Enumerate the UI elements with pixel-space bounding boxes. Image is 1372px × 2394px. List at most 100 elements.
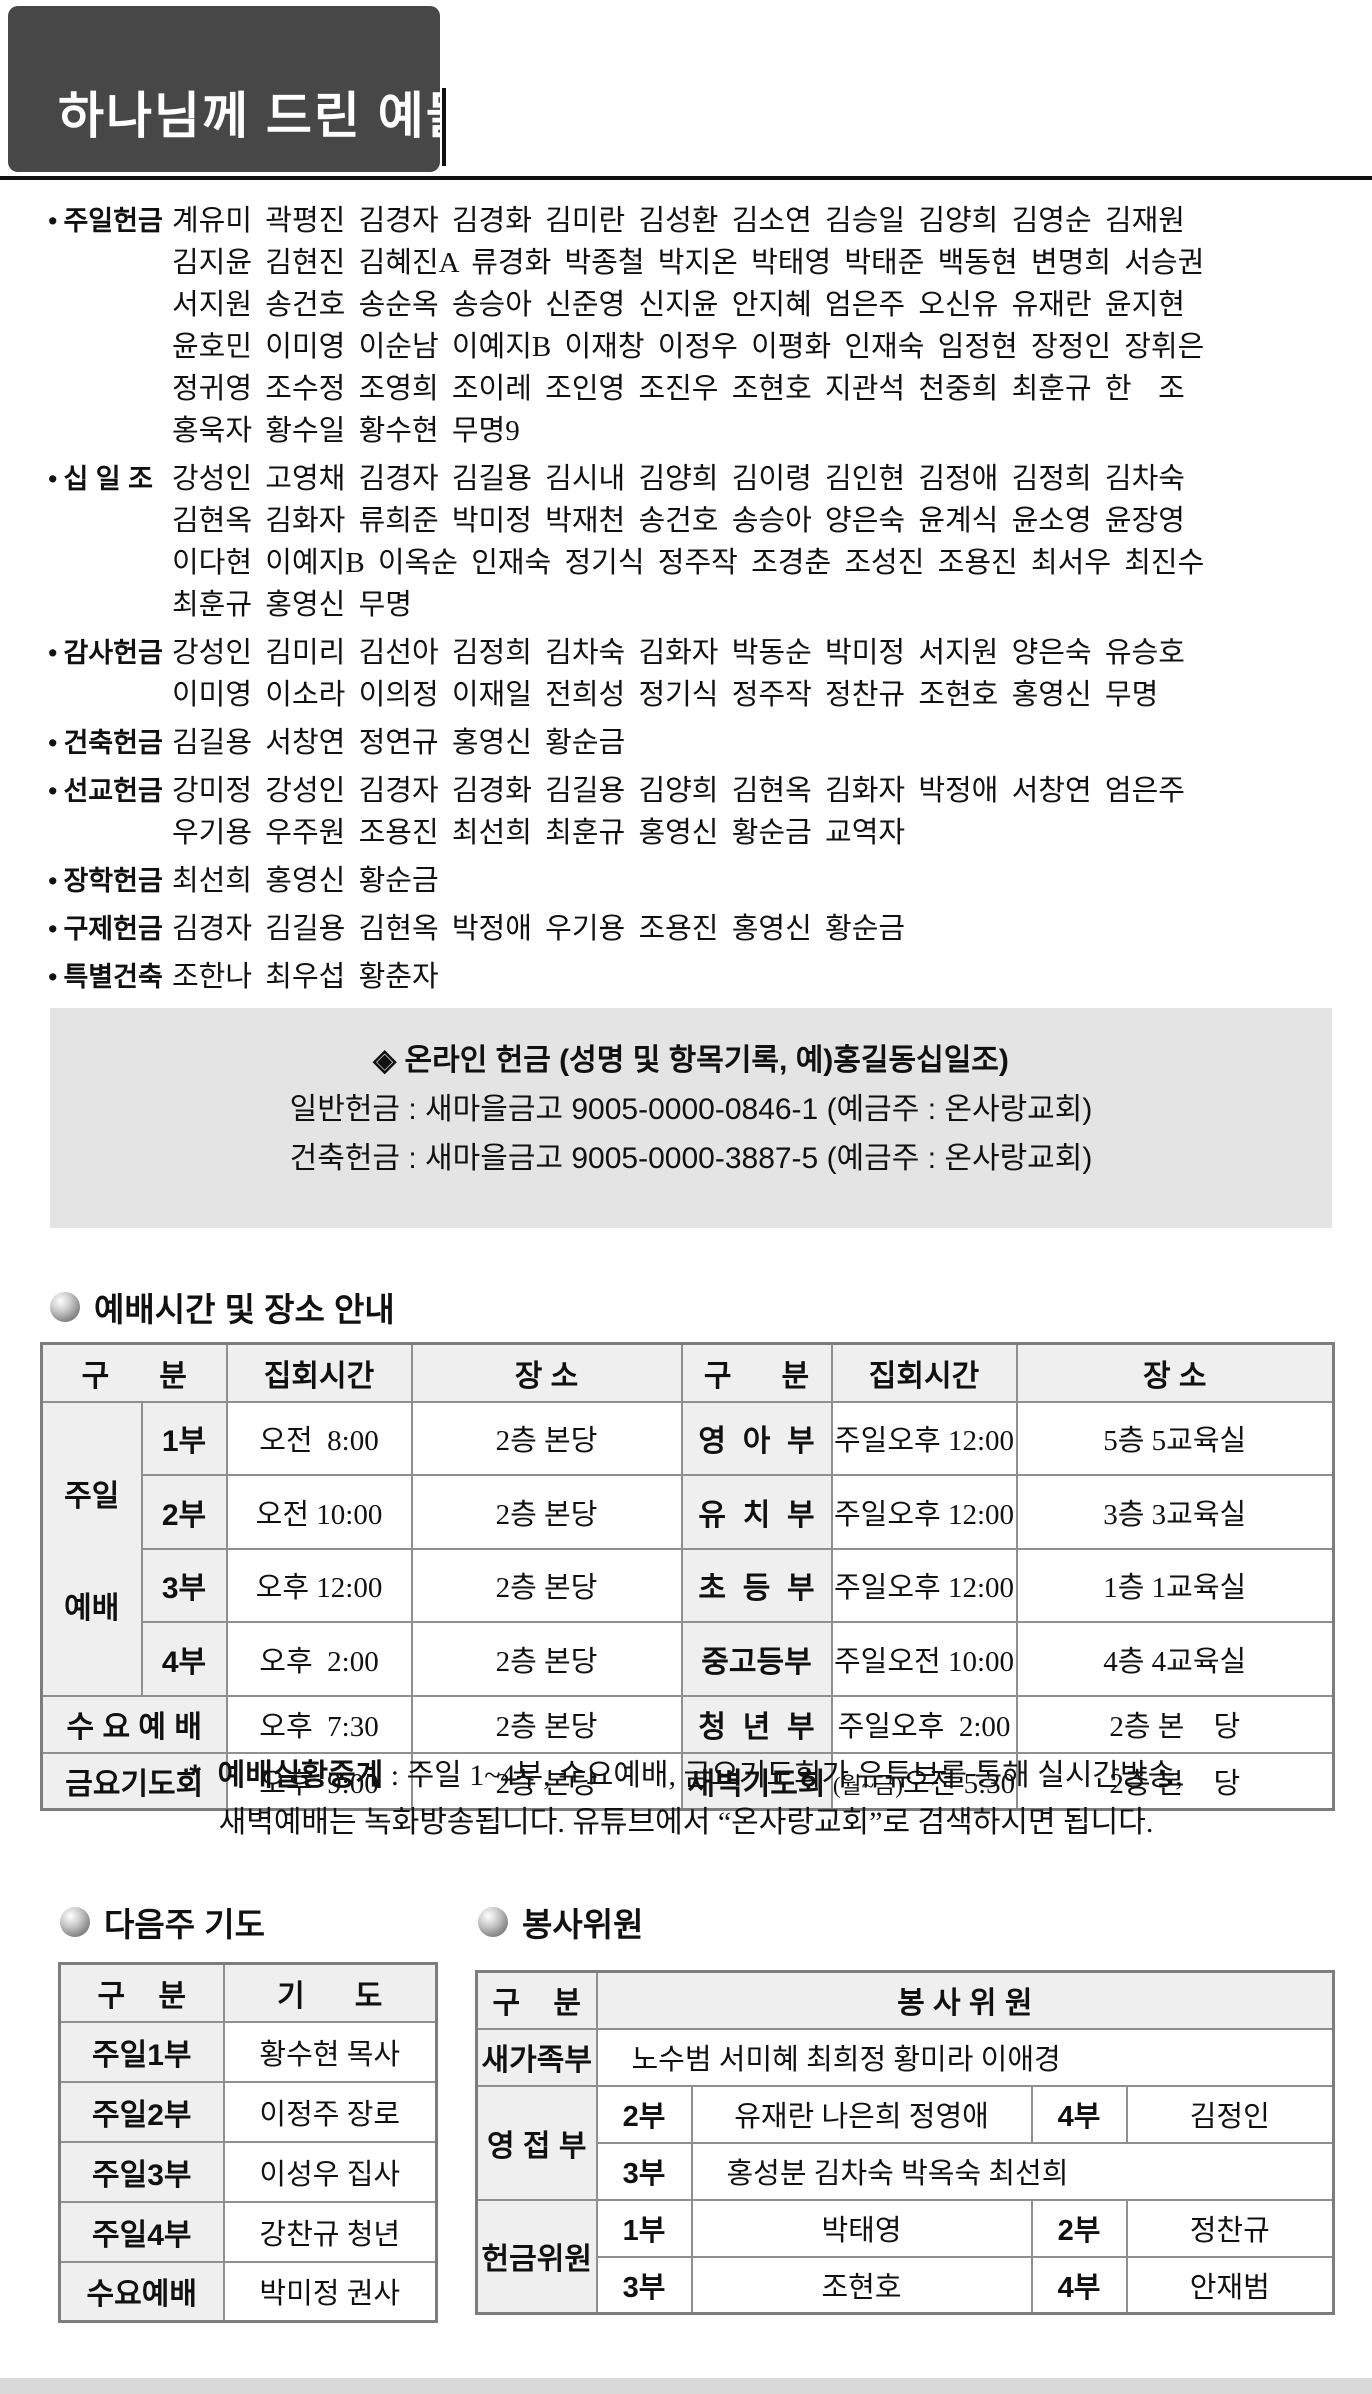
col-header-group-right: 구 분 [680,1342,833,1403]
note-text-line2: 새벽예배는 녹화방송됩니다. 유튜브에서 “온사랑교회”로 검색하시면 됩니다. [218,1806,1154,1839]
committee-row-newfamily: 새가족부 노수범 서미혜 최희정 황미라 이애경 [475,2027,1335,2087]
offering-names-line: 강성인 고영채 김경자 김길용 김시내 김양희 김이령 김인현 김정애 김정희 … [172,463,1185,495]
members-cell: 홍성분 김차숙 박옥숙 최선희 [690,2141,1335,2201]
committee-row-reception-2: 3부 홍성분 김차숙 박옥숙 최선희 [477,2141,1335,2201]
part-label: 1부 [595,2198,693,2258]
bullet-icon: • [48,914,58,944]
service-committee-table: 구 분 봉 사 위 원 새가족부 노수범 서미혜 최희정 황미라 이애경 영 접… [475,1970,1336,2315]
col-header-members: 봉 사 위 원 [595,1970,1335,2030]
newfamily-members: 노수범 서미혜 최희정 황미라 이애경 [595,2027,1335,2087]
prayer-row-label: 주일4부 [58,2200,225,2263]
offering-item-thanks: • 감사헌금 강성인 김미리 김선아 김정희 김차숙 김화자 박동순 박미정 서… [48,632,1340,716]
newfamily-label: 새가족부 [475,2027,598,2087]
col-header-prayer: 기 도 [222,1962,438,2023]
members-cell: 김정인 [1125,2084,1335,2144]
part-label: 4부 [1030,2255,1128,2315]
prayer-row: 주일4부 강찬규 청년 [58,2200,438,2263]
prayer-section-header: 다음주 기도 [60,1898,265,1946]
time-cell: (월~금)오전 5:30 [830,1751,1018,1811]
page-title-box: 하나님께 드린 예물 [8,6,472,172]
worship-row: 수 요 예 배 오후 7:30 2층 본당 청 년 부 주일오후 2:00 2층… [40,1694,1335,1754]
committee-table-header-row: 구 분 봉 사 위 원 [475,1970,1335,2030]
offering-names-line: 최선희 홍영신 황순금 [172,865,439,897]
time-cell: 주일오후 2:00 [830,1694,1018,1754]
place-cell: 5층 5교육실 [1015,1400,1335,1476]
time-cell: 오후 12:00 [225,1547,413,1623]
note-label: 예배실황중계 [217,1759,384,1792]
offering-names-line: 최훈규 홍영신 무명 [172,589,412,621]
place-cell: 2층 본당 [410,1400,683,1476]
offering-names-line: 김지윤 김현진 김혜진A 류경화 박종철 박지온 박태영 박태준 백동현 변명희… [172,247,1205,279]
offering-label: 건축헌금 [63,728,163,758]
offering-names-line: 김길용 서창연 정연규 홍영신 황순금 [172,727,626,759]
weekday-range-prefix: (월~금) [832,1772,903,1798]
prayer-row: 주일1부 황수현 목사 [58,2020,438,2083]
offering-item-mission: • 선교헌금 강미정 강성인 김경자 김경화 김길용 김양희 김현옥 김화자 박… [48,770,1340,854]
worship-table-header-row: 구 분 집회시간 장 소 구 분 집회시간 장 소 [40,1342,1335,1403]
dept-label: 유 치 부 [680,1474,833,1550]
members-cell: 정찬규 [1125,2198,1335,2258]
part-label: 2부 [595,2084,693,2144]
part-label: 2부 [1030,2198,1128,2258]
offering-names-line: 이미영 이소라 이의정 이재일 전희성 정기식 정주작 정찬규 조현호 홍영신 … [172,679,1159,711]
members-cell: 유재란 나은희 정영애 [690,2084,1033,2144]
place-cell: 2층 본당 [410,1621,683,1697]
sphere-bullet-icon [50,1292,80,1322]
place-cell: 4층 4교육실 [1015,1621,1335,1697]
sunday-worship-label: 주일 예배 [40,1400,143,1697]
part-label: 2부 [140,1474,228,1550]
offering-names-line: 김경자 김길용 김현옥 박정애 우기용 조용진 홍영신 황순금 [172,913,906,945]
online-giving-general-account: 일반헌금 : 새마을금고 9005-0000-0846-1 (예금주 : 온사랑… [289,1093,1093,1126]
bullet-icon: • [48,866,58,896]
place-cell: 2층 본 당 [1015,1751,1335,1811]
offering-label: 십 일 조 [63,464,153,494]
offerings-list: • 주일헌금 계유미 곽평진 김경자 김경화 김미란 김성환 김소연 김승일 김… [48,200,1340,1004]
worship-row: 3부 오후 12:00 2층 본당 초 등 부 주일오후 12:00 1층 1교… [42,1547,1335,1623]
dept-label: 영 아 부 [680,1400,833,1476]
committee-section-header: 봉사위원 [478,1898,643,1946]
bullet-icon: • [48,464,58,494]
col-header-time-right: 집회시간 [830,1342,1018,1403]
reception-label: 영 접 부 [475,2084,598,2201]
worship-section-header: 예배시간 및 장소 안내 [50,1283,395,1331]
col-header-place-left: 장 소 [410,1342,683,1403]
prayer-row-value: 박미정 권사 [222,2260,438,2323]
worship-row: 4부 오후 2:00 2층 본당 중고등부 주일오전 10:00 4층 4교육실 [42,1621,1335,1697]
dept-label: 새벽기도회 [680,1751,833,1811]
worship-row: 주일 예배 1부 오전 8:00 2층 본당 영 아 부 주일오후 12:00 … [40,1400,1335,1697]
note-star: * [189,1759,218,1792]
place-cell: 2층 본당 [410,1547,683,1623]
time-cell: 오후 2:00 [225,1621,413,1697]
offering-names-line: 서지원 송건호 송순옥 송승아 신준영 신지윤 안지혜 엄은주 오신유 유재란 … [172,289,1185,321]
note-text-line1: : 주일 1~4부, 수요예배, 금요기도회가 유튜브를 통해 실시간방송, [383,1759,1183,1792]
service-label: 금요기도회 [40,1751,228,1811]
offering-item-relief: • 구제헌금 김경자 김길용 김현옥 박정애 우기용 조용진 홍영신 황순금 [48,908,1340,950]
offering-label: 특별건축 [63,962,163,992]
offering-names-line: 정귀영 조수정 조영희 조이레 조인영 조진우 조현호 지관석 천중희 최훈규 … [172,373,1185,405]
time-cell: 주일오후 12:00 [830,1474,1018,1550]
time-cell: 오전 10:00 [225,1474,413,1550]
offering-item-sunday: • 주일헌금 계유미 곽평진 김경자 김경화 김미란 김성환 김소연 김승일 김… [48,200,1340,452]
offering-label: 장학헌금 [63,866,163,896]
bullet-icon: • [48,638,58,668]
time-cell: 오전 8:00 [225,1400,413,1476]
prayer-row: 주일2부 이정주 장로 [58,2080,438,2143]
part-label: 3부 [595,2255,693,2315]
offering-names-line: 강성인 김미리 김선아 김정희 김차숙 김화자 박동순 박미정 서지원 양은숙 … [172,637,1185,669]
bullet-icon: • [48,206,58,236]
prayer-row-label: 주일3부 [58,2140,225,2203]
place-cell: 2층 본당 [410,1694,683,1754]
worship-broadcast-note: * 예배실황중계 : 주일 1~4부, 수요예배, 금요기도회가 유튜브를 통해… [40,1752,1332,1846]
col-header-group: 구 분 [475,1970,598,2030]
prayer-row-value: 이성우 집사 [222,2140,438,2203]
bullet-icon: • [48,962,58,992]
page-title: 하나님께 드린 예물 [58,88,474,144]
col-header-place-right: 장 소 [1015,1342,1335,1403]
prayer-row-label: 주일2부 [58,2080,225,2143]
offering-names-line: 윤호민 이미영 이순남 이예지B 이재창 이정우 이평화 인재숙 임정현 장정인… [172,331,1205,363]
service-label: 수 요 예 배 [40,1694,228,1754]
bullet-icon: • [48,728,58,758]
part-label: 4부 [140,1621,228,1697]
part-label: 3부 [140,1547,228,1623]
next-week-prayer-table: 구 분 기 도 주일1부 황수현 목사 주일2부 이정주 장로 주일3부 이성우… [58,1962,438,2323]
